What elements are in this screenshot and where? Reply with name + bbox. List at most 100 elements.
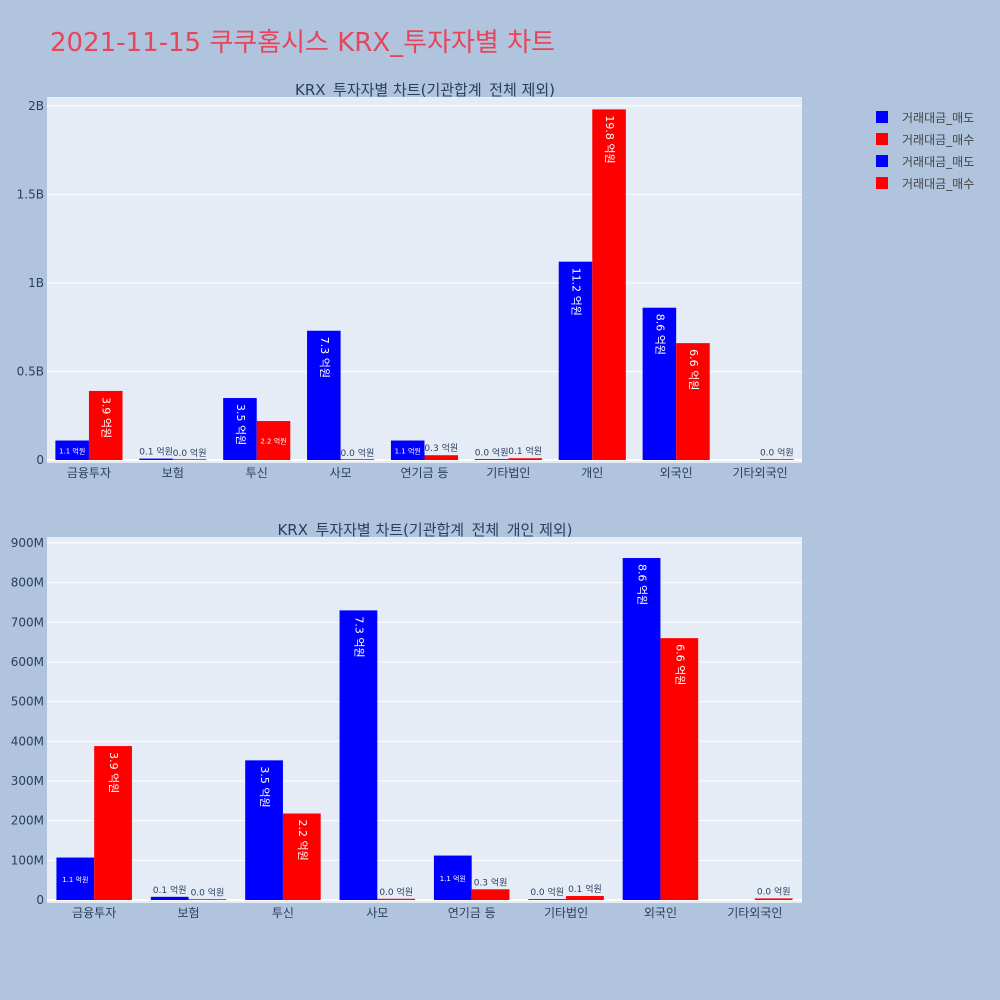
bar-value-label: 0.1 억원 (139, 446, 173, 458)
bar-buy[interactable] (340, 459, 375, 460)
chart-2-title: KRX_투자자별 차트(기관합계_전체_개인 제외) (277, 521, 572, 540)
bar-sell[interactable] (223, 398, 257, 460)
x-tick-label: 기타법인 (486, 466, 530, 480)
x-tick-label: 외국인 (644, 906, 677, 920)
y-tick-label: 0.5B (17, 364, 44, 378)
legend-item[interactable]: 거래대금_매수 (876, 128, 974, 150)
bar-value-label: 0.1 억원 (153, 884, 187, 896)
bar-buy[interactable] (188, 899, 227, 900)
bar-value-label: 19.8 억원 (603, 115, 616, 163)
bar-value-label: 1.1 억원 (395, 446, 421, 455)
chart-1-title: KRX_투자자별 차트(기관합계_전체 제외) (295, 81, 555, 100)
bar-buy[interactable] (566, 896, 604, 900)
y-tick-label: 900M (11, 536, 44, 550)
x-tick-label: 기타법인 (544, 906, 588, 920)
bar-sell[interactable] (528, 899, 567, 900)
bar-buy[interactable] (94, 746, 132, 900)
y-tick-label: 0 (36, 893, 44, 907)
y-tick-label: 500M (11, 695, 44, 709)
bar-value-label: 0.1 억원 (508, 445, 542, 457)
bar-value-label: 0.0 억원 (760, 447, 794, 459)
bar-buy[interactable] (660, 638, 699, 900)
bar-sell[interactable] (390, 440, 425, 460)
bar-value-label: 3.9 억원 (107, 752, 120, 793)
bar-value-label: 2.2 억원 (296, 820, 309, 861)
y-tick-label: 300M (11, 774, 44, 788)
bar-value-label: 0.0 억원 (191, 887, 225, 899)
x-tick-label: 사모 (366, 906, 388, 920)
bar-value-label: 1.1 억원 (62, 875, 88, 884)
bar-sell[interactable] (150, 896, 189, 900)
bar-buy[interactable] (592, 109, 626, 461)
legend-item[interactable]: 거래대금_매도 (876, 106, 974, 128)
bar-buy[interactable] (760, 459, 794, 460)
bar-value-label: 3.5 억원 (234, 404, 247, 445)
legend-item[interactable]: 거래대금_매수 (876, 172, 974, 194)
x-tick-label: 투신 (246, 466, 268, 480)
bar-sell[interactable] (245, 760, 283, 900)
y-tick-label: 0 (36, 453, 44, 467)
legend-swatch (876, 111, 888, 123)
bar-sell[interactable] (307, 330, 341, 460)
bar-buy[interactable] (676, 343, 710, 460)
bar-sell[interactable] (642, 307, 677, 460)
bar-buy[interactable] (282, 813, 321, 900)
bar-buy[interactable] (754, 898, 793, 900)
bar-value-label: 3.9 억원 (100, 397, 113, 438)
bar-value-label: 1.1 억원 (440, 874, 466, 883)
bar-value-label: 6.6 억원 (687, 349, 700, 390)
bar-buy[interactable] (508, 458, 542, 460)
x-tick-label: 금융투자 (72, 906, 116, 920)
bar-value-label: 3.5 억원 (258, 766, 271, 807)
y-tick-label: 1.5B (17, 187, 44, 201)
bar-value-label: 0.0 억원 (475, 447, 509, 459)
bar-buy[interactable] (88, 390, 123, 460)
bar-value-label: 8.6 억원 (653, 314, 666, 355)
bar-buy[interactable] (256, 421, 291, 460)
bar-value-label: 8.6 억원 (636, 564, 649, 605)
bar-buy[interactable] (424, 455, 459, 460)
y-tick-label: 400M (11, 734, 44, 748)
bar-sell[interactable] (55, 440, 89, 460)
bar-sell[interactable] (622, 558, 661, 900)
bar-buy[interactable] (471, 889, 510, 900)
y-tick-label: 200M (11, 814, 44, 828)
y-tick-label: 2B (28, 99, 44, 113)
bar-buy[interactable] (377, 898, 416, 900)
bar-value-label: 0.0 억원 (173, 447, 207, 459)
y-tick-label: 100M (11, 853, 44, 867)
bar-value-label: 0.0 억원 (341, 447, 375, 459)
bar-sell[interactable] (139, 458, 173, 460)
x-tick-label: 연기금 등 (401, 466, 449, 480)
bar-value-label: 0.1 억원 (568, 883, 602, 895)
bar-value-label: 0.3 억원 (474, 876, 508, 888)
legend-label: 거래대금_매수 (902, 132, 975, 147)
bar-sell[interactable] (433, 855, 472, 900)
x-tick-label: 보험 (178, 906, 200, 920)
bar-value-label: 1.1 억원 (59, 446, 85, 455)
x-tick-label: 기타외국인 (727, 906, 782, 920)
page-title: 2021-11-15 쿠쿠홈시스 KRX_투자자별 차트 (50, 28, 555, 58)
bar-buy[interactable] (172, 459, 207, 460)
bar-sell[interactable] (474, 459, 509, 460)
bar-value-label: 2.2 억원 (260, 437, 286, 446)
bar-value-label: 6.6 억원 (673, 644, 686, 685)
legend-label: 거래대금_매도 (902, 154, 975, 169)
y-tick-label: 600M (11, 655, 44, 669)
x-tick-label: 외국인 (660, 466, 693, 480)
legend-swatch (876, 133, 888, 145)
y-tick-label: 1B (28, 276, 44, 290)
legend-label: 거래대금_매도 (902, 110, 975, 125)
bar-sell[interactable] (56, 857, 95, 900)
x-tick-label: 금융투자 (67, 466, 111, 480)
y-tick-label: 800M (11, 576, 44, 590)
bar-value-label: 0.0 억원 (757, 885, 791, 897)
legend-label: 거래대금_매수 (902, 176, 975, 191)
x-tick-label: 보험 (162, 466, 184, 480)
x-tick-label: 기타외국인 (732, 466, 787, 480)
y-tick-label: 700M (11, 615, 44, 629)
bar-sell[interactable] (339, 610, 378, 900)
legend-item[interactable]: 거래대금_매도 (876, 150, 974, 172)
bar-sell[interactable] (558, 261, 593, 460)
